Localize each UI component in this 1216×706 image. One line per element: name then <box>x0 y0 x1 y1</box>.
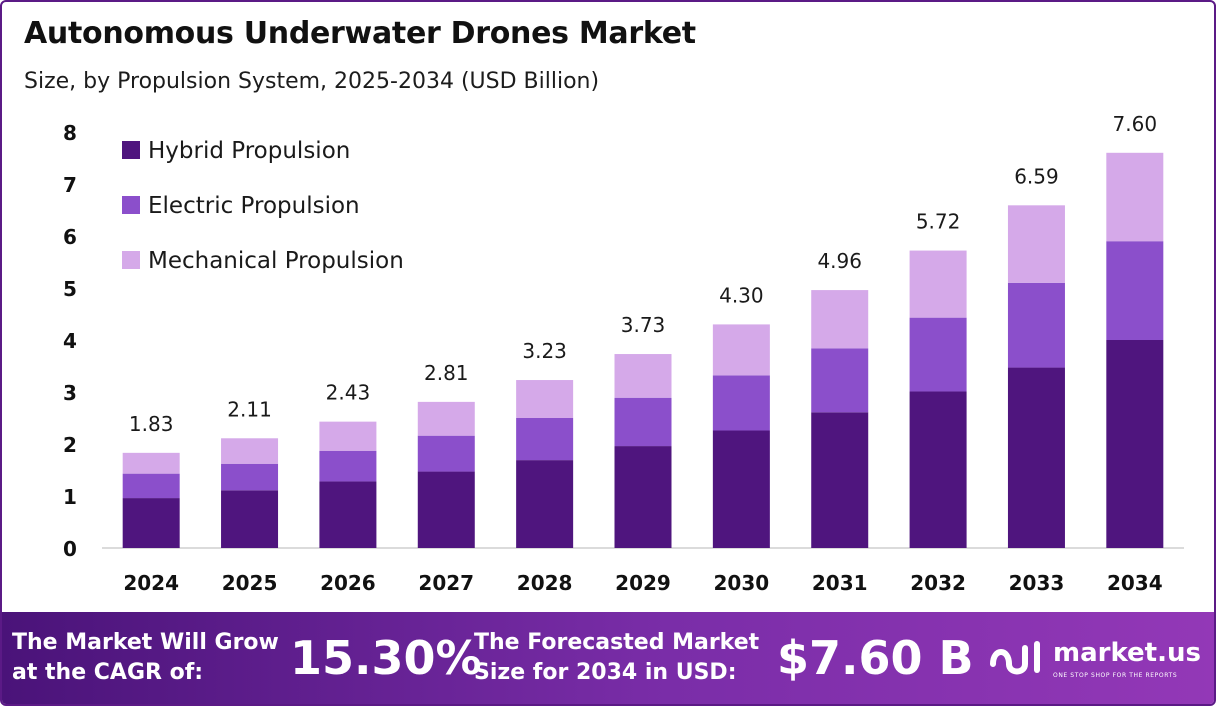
bar-segment-mechanical-propulsion <box>909 250 967 318</box>
x-tick-label: 2028 <box>517 571 573 595</box>
bar-segment-mechanical-propulsion <box>122 452 180 474</box>
y-tick-label: 4 <box>63 329 77 353</box>
bar-segment-mechanical-propulsion <box>1106 152 1164 242</box>
market-us-logo-icon <box>990 641 1040 675</box>
bar-total-label: 3.23 <box>522 339 567 363</box>
chart-subtitle: Size, by Propulsion System, 2025-2034 (U… <box>24 69 600 94</box>
y-tick-label: 2 <box>63 433 77 457</box>
y-tick-label: 8 <box>63 121 77 145</box>
bar-segment-mechanical-propulsion <box>614 354 672 398</box>
cagr-label: The Market Will Grow at the CAGR of: <box>12 630 279 685</box>
y-tick-label: 3 <box>63 381 77 405</box>
bar-segment-hybrid-propulsion <box>614 446 672 548</box>
bar-segment-electric-propulsion <box>516 418 574 461</box>
bar-segment-hybrid-propulsion <box>122 498 180 548</box>
bar-segment-mechanical-propulsion <box>516 380 574 418</box>
x-tick-label: 2025 <box>222 571 278 595</box>
bar-total-label: 4.96 <box>817 249 862 273</box>
bar-total-label: 2.11 <box>227 397 272 421</box>
bar-segment-mechanical-propulsion <box>417 401 475 436</box>
bar-segment-electric-propulsion <box>712 375 770 431</box>
bar-segment-mechanical-propulsion <box>221 438 279 464</box>
legend-label: Mechanical Propulsion <box>148 248 404 274</box>
bar-segment-electric-propulsion <box>909 317 967 392</box>
bar-total-label: 7.60 <box>1113 112 1158 136</box>
bar-total-label: 6.59 <box>1014 164 1059 188</box>
bar-segment-electric-propulsion <box>221 463 279 491</box>
bar-segment-mechanical-propulsion <box>1007 205 1065 283</box>
forecast-value: $7.60 B <box>777 631 974 685</box>
bar-segment-hybrid-propulsion <box>417 471 475 548</box>
x-tick-label: 2031 <box>812 571 868 595</box>
bar-segment-electric-propulsion <box>1007 282 1065 368</box>
brand-name: market.us <box>1053 638 1201 668</box>
bar-total-label: 2.81 <box>424 361 469 385</box>
bar-segment-electric-propulsion <box>122 473 180 499</box>
x-tick-label: 2026 <box>320 571 376 595</box>
x-tick-label: 2024 <box>123 571 179 595</box>
y-tick-label: 0 <box>63 537 77 561</box>
bar-total-label: 2.43 <box>326 381 371 405</box>
legend-swatch <box>122 251 140 269</box>
bar-segment-hybrid-propulsion <box>811 412 869 548</box>
chart-title: Autonomous Underwater Drones Market <box>24 16 696 51</box>
y-tick-label: 6 <box>63 225 77 249</box>
summary-banner: The Market Will Grow at the CAGR of: 15.… <box>2 612 1214 704</box>
bar-segment-hybrid-propulsion <box>1007 367 1065 548</box>
y-tick-label: 5 <box>63 277 77 301</box>
x-tick-label: 2033 <box>1009 571 1065 595</box>
legend-swatch <box>122 141 140 159</box>
bar-segment-hybrid-propulsion <box>1106 340 1164 548</box>
bar-segment-mechanical-propulsion <box>319 421 377 451</box>
stacked-bar-chart: 0 1 2 3 4 5 6 7 8 1.83 2024 2.11 2025 2.43 2026 2.81 202… <box>63 112 1184 595</box>
bar-total-label: 4.30 <box>719 283 764 307</box>
brand-tagline: ONE STOP SHOP FOR THE REPORTS <box>1053 672 1178 679</box>
bar-total-label: 5.72 <box>916 210 961 234</box>
legend-label: Electric Propulsion <box>148 193 360 219</box>
y-tick-label: 1 <box>63 485 77 509</box>
bar-segment-hybrid-propulsion <box>516 460 574 548</box>
bar-segment-electric-propulsion <box>319 450 377 482</box>
y-tick-label: 7 <box>63 173 77 197</box>
bar-segment-electric-propulsion <box>1106 241 1164 340</box>
x-tick-label: 2032 <box>910 571 966 595</box>
brand-logo[interactable]: market.us ONE STOP SHOP FOR THE REPORTS <box>987 634 1202 684</box>
x-tick-label: 2027 <box>418 571 474 595</box>
bar-segment-mechanical-propulsion <box>811 290 869 349</box>
legend-label: Hybrid Propulsion <box>148 138 350 164</box>
x-tick-label: 2030 <box>714 571 770 595</box>
bar-segment-mechanical-propulsion <box>712 324 770 376</box>
cagr-value: 15.30% <box>290 631 482 685</box>
bar-segment-hybrid-propulsion <box>712 430 770 548</box>
bar-total-label: 1.83 <box>129 412 174 436</box>
bar-segment-hybrid-propulsion <box>319 481 377 548</box>
forecast-label: The Forecasted Market Size for 2034 in U… <box>474 630 760 685</box>
x-tick-label: 2029 <box>615 571 671 595</box>
bar-total-label: 3.73 <box>621 313 666 337</box>
x-tick-label: 2034 <box>1107 571 1163 595</box>
bar-segment-electric-propulsion <box>614 397 672 447</box>
bar-segment-hybrid-propulsion <box>221 490 279 548</box>
bar-segment-electric-propulsion <box>417 435 475 472</box>
bar-segment-electric-propulsion <box>811 348 869 413</box>
bar-segment-hybrid-propulsion <box>909 391 967 548</box>
legend-swatch <box>122 196 140 214</box>
